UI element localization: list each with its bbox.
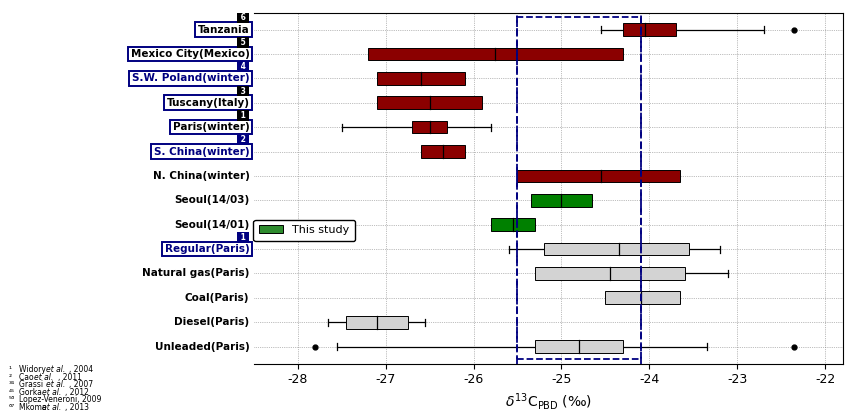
Text: Grassi: Grassi [19,380,46,389]
Text: 1: 1 [238,111,249,120]
Text: N. China(winter): N. China(winter) [152,171,249,181]
Text: 4: 4 [238,62,249,71]
Text: ³⁴: ³⁴ [9,380,15,389]
Text: et al.: et al. [34,372,53,382]
Bar [605,291,680,304]
Text: Gorka: Gorka [19,387,44,397]
Text: et al.: et al. [42,387,61,397]
Bar [518,170,680,182]
Bar [377,97,482,109]
Text: Seoul(14/03): Seoul(14/03) [174,195,249,205]
Text: Unleaded(Paris): Unleaded(Paris) [155,342,249,352]
Text: 1: 1 [238,233,249,242]
Text: Mexico City(Mexico): Mexico City(Mexico) [131,49,249,59]
Text: , 2007: , 2007 [69,380,94,389]
Bar [368,48,623,60]
Text: , 2012: , 2012 [65,387,89,397]
Text: S.W. Poland(winter): S.W. Poland(winter) [132,74,249,83]
Text: , 2011: , 2011 [58,372,82,382]
Legend: This study: This study [254,220,355,241]
Text: ⁵⁶: ⁵⁶ [9,395,15,404]
Text: Coal(Paris): Coal(Paris) [185,293,249,303]
X-axis label: $\delta^{13}$C$_{\mathregular{PBD}}$ (‰): $\delta^{13}$C$_{\mathregular{PBD}}$ (‰) [505,390,592,412]
Text: 6: 6 [238,13,249,23]
Text: Paris(winter): Paris(winter) [173,122,249,132]
Text: ⁶⁷: ⁶⁷ [9,403,15,412]
Text: Mkoma: Mkoma [19,403,49,412]
Bar [544,243,689,255]
Bar [377,72,464,85]
Text: et al.: et al. [46,365,65,374]
Text: Lopez-Veneroni, 2009: Lopez-Veneroni, 2009 [19,395,101,404]
Text: Tanzania: Tanzania [198,25,249,35]
Bar [491,218,535,231]
Text: Natural gas(Paris): Natural gas(Paris) [142,268,249,278]
Bar [346,316,408,329]
Text: S. China(winter): S. China(winter) [154,147,249,156]
Text: ²: ² [9,372,12,382]
Text: , 2013: , 2013 [65,403,89,412]
Text: Tuscany(Italy): Tuscany(Italy) [166,98,249,108]
Bar [535,340,623,353]
Text: , 2004: , 2004 [69,365,94,374]
Bar [623,23,676,36]
Text: Diesel(Paris): Diesel(Paris) [175,317,249,327]
Text: et al.: et al. [42,403,61,412]
Text: et al.: et al. [46,380,65,389]
Bar [421,145,464,158]
Text: 5: 5 [238,38,249,47]
Text: Cao: Cao [19,372,36,382]
Text: ¹: ¹ [9,365,11,374]
Text: ⁴⁵: ⁴⁵ [9,387,15,397]
Text: Regular(Paris): Regular(Paris) [164,244,249,254]
Text: Seoul(14/01): Seoul(14/01) [174,220,249,229]
Bar [535,267,685,280]
Text: Widory: Widory [19,365,48,374]
Bar [531,194,593,206]
Text: 3: 3 [238,87,249,96]
Text: 2: 2 [238,135,249,144]
Bar [412,121,447,133]
